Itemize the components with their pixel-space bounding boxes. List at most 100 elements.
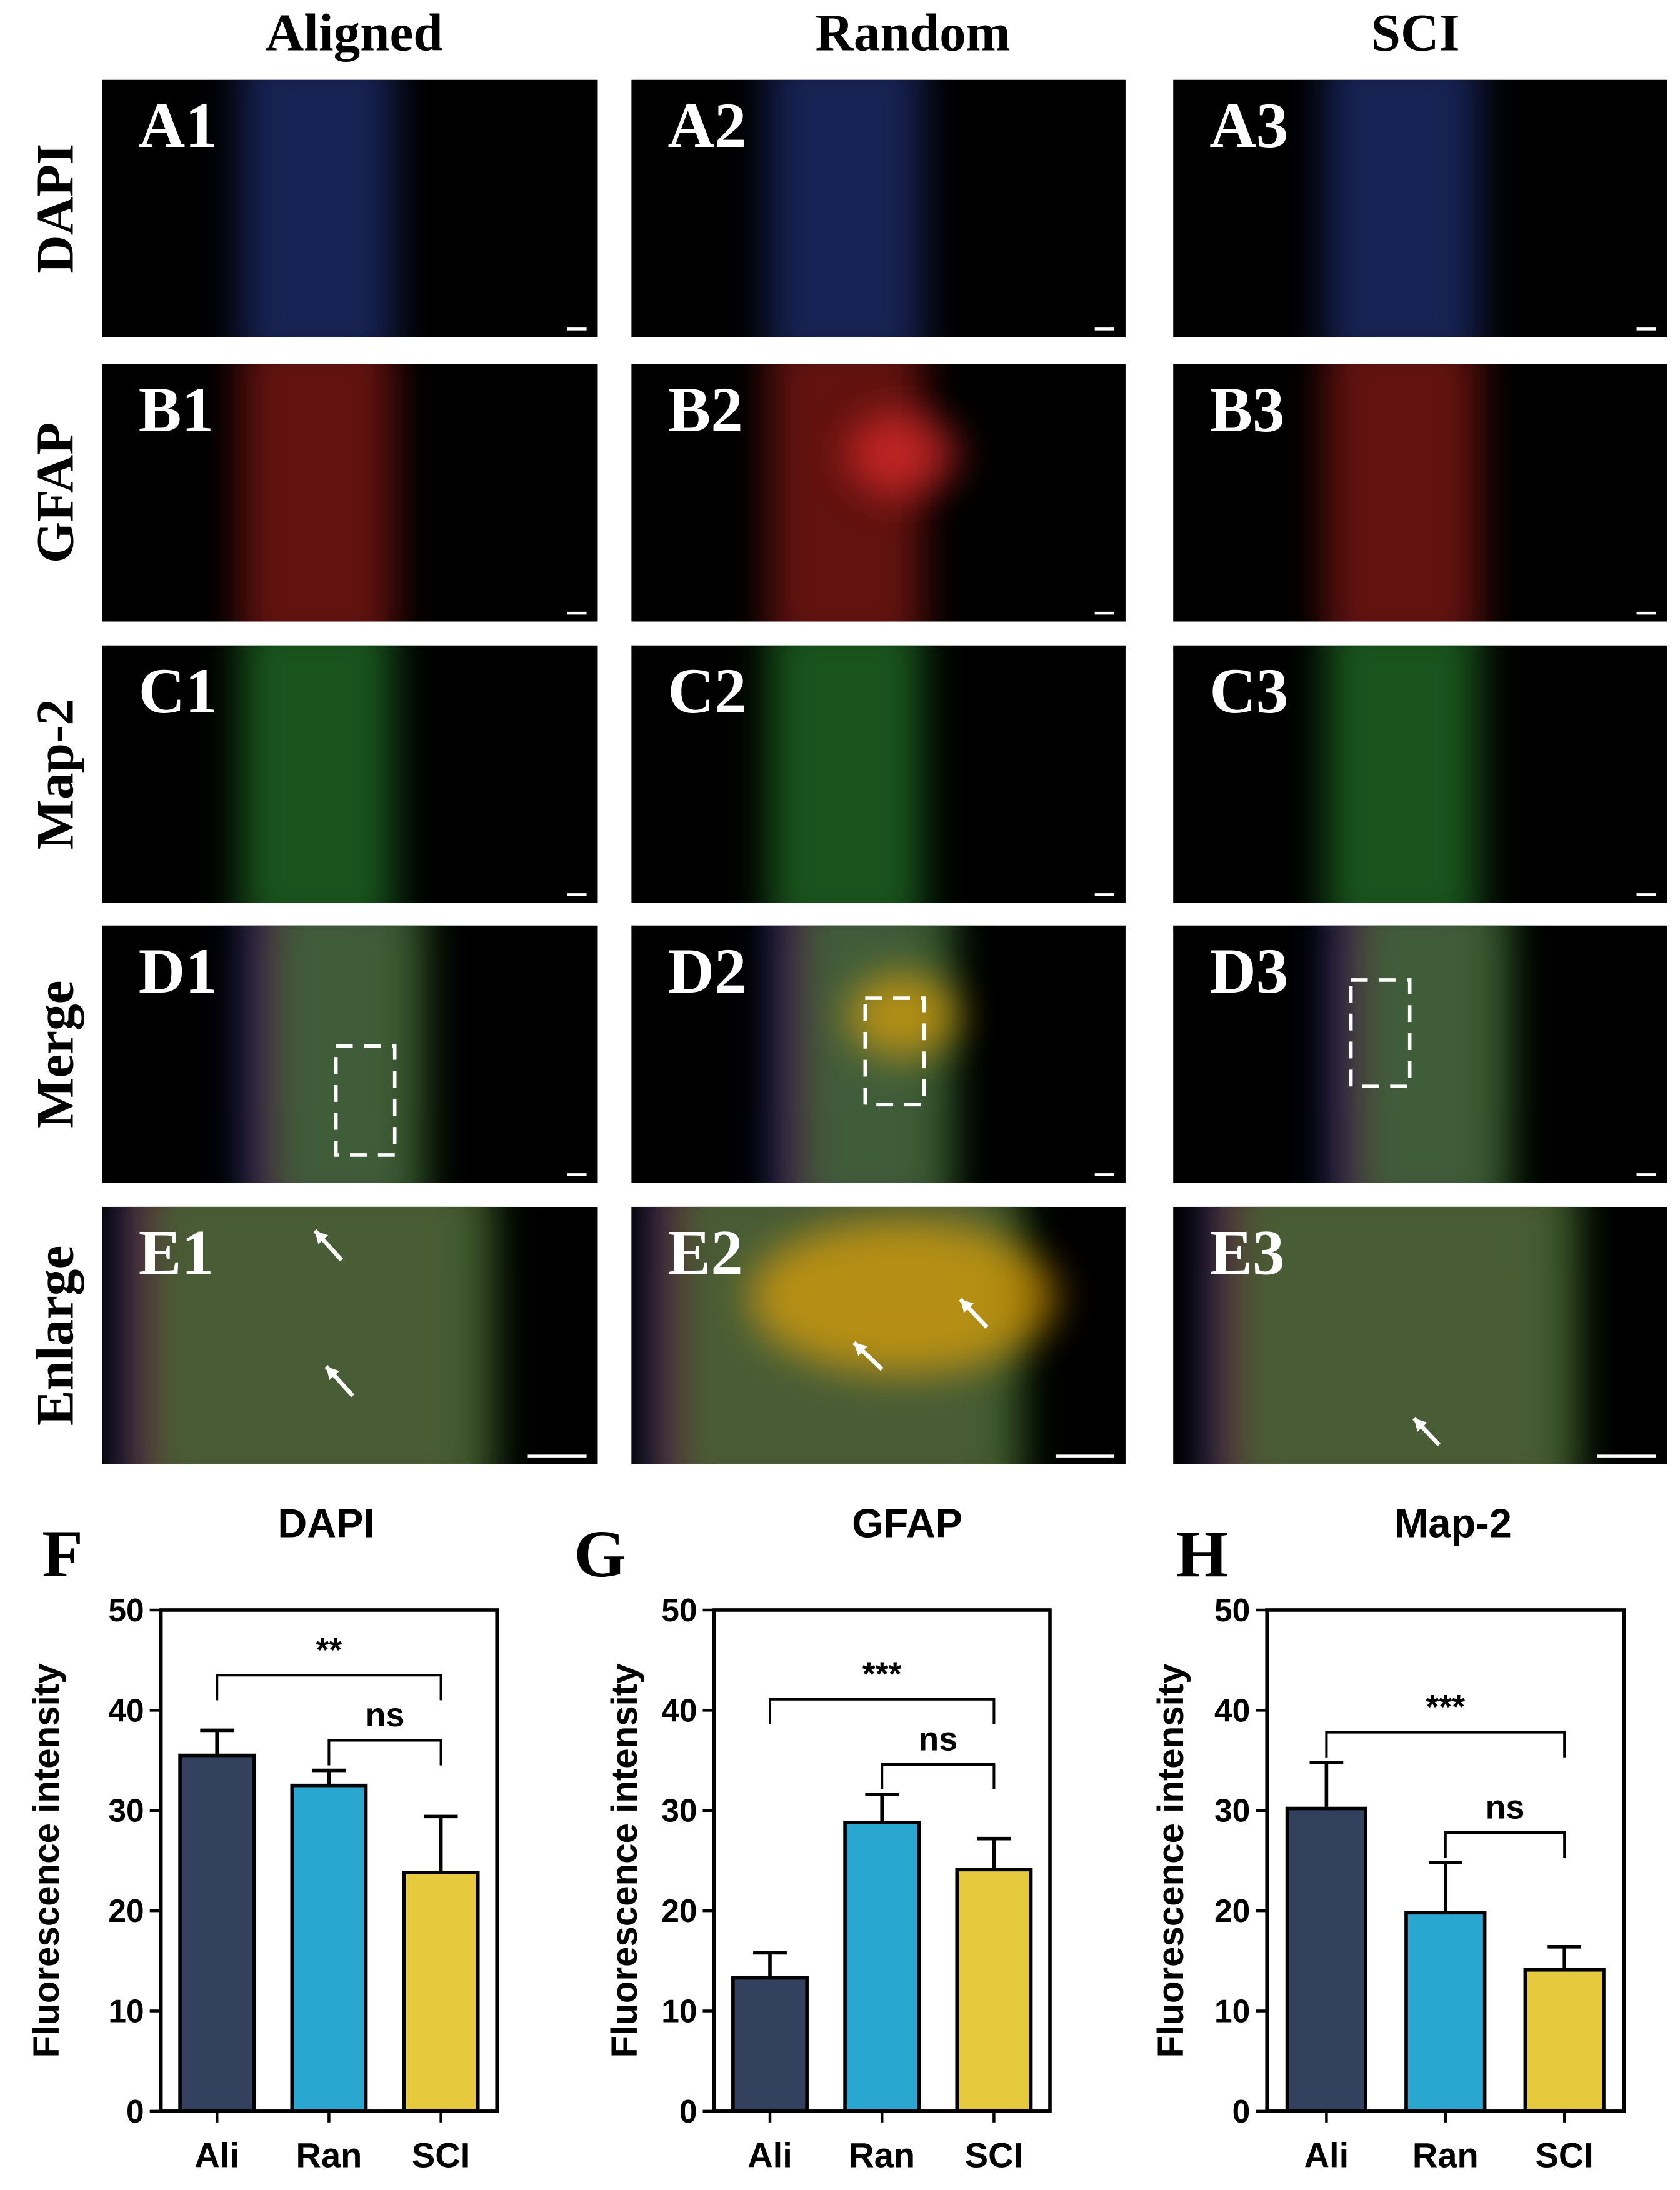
micrograph [102,364,598,622]
arrow-head [1414,1418,1428,1432]
chart-title: DAPI [278,1500,374,1546]
micrograph [1173,645,1668,903]
x-tick-label: Ali [1304,2135,1349,2174]
panel-label: C1 [139,656,218,727]
error-bar [1309,1760,1344,1809]
x-tick-label: Ran [849,2135,915,2174]
tissue [240,364,394,622]
panel-letter: F [42,1517,83,1591]
significance-bracket [881,1762,996,1790]
error-bar [1428,1861,1462,1913]
panel-label: A3 [1209,90,1288,161]
tissue [802,925,957,1183]
micrograph [102,1206,598,1465]
bar [178,1753,256,2113]
error-bar [200,1728,234,1756]
y-tick-label: 40 [1214,1692,1250,1728]
bar [843,1821,921,2113]
x-tick-label: Ran [296,2135,362,2174]
panel-label: C2 [668,656,746,727]
y-axis-label: Fluorescence intensity [26,1663,67,2058]
y-tick-label: 10 [108,1992,144,2029]
row-label: DAPI [26,144,84,274]
micrograph [631,925,1126,1183]
panel-label: E3 [1209,1217,1284,1288]
x-tick-label: Ran [1412,2135,1479,2174]
panel-label: D1 [139,936,218,1007]
micrograph [631,364,1126,622]
column-header: Random [815,4,1010,62]
significance-bracket [216,1674,442,1701]
bar [955,1868,1033,2113]
tissue [1325,364,1480,622]
micrograph [631,79,1126,338]
tissue [1359,925,1514,1183]
arrow-head [326,1366,340,1381]
y-tick-label: 20 [108,1892,144,1929]
bar [1404,1911,1487,2113]
panel-label: A1 [139,90,218,161]
significance-label: *** [862,1655,902,1692]
roi-box [863,996,926,1107]
arrow-head [960,1299,974,1313]
x-tick-label: Ali [194,2135,239,2174]
tissue [240,79,394,338]
error-bar [865,1792,899,1822]
arrow-head [315,1230,329,1244]
panel-label: D3 [1209,936,1288,1007]
tissue [1236,1206,1582,1465]
tissue [1325,79,1480,338]
arrow-head [854,1342,868,1356]
y-tick-label: 40 [108,1692,144,1728]
error-bar [424,1814,458,1873]
row-label: Merge [26,981,84,1128]
y-tick-label: 10 [661,1992,697,2029]
x-tick-label: SCI [1536,2135,1594,2174]
row-label: GFAP [26,422,84,563]
chart-title: GFAP [852,1500,962,1546]
y-axis-label: Fluorescence intensity [1151,1663,1191,2058]
x-tick-label: SCI [412,2135,470,2174]
y-tick-label: 20 [661,1892,697,1929]
bar [290,1783,368,2113]
y-axis-label: Fluorescence intensity [604,1663,645,2058]
column-header: Aligned [266,4,443,62]
error-bar [1548,1945,1582,1970]
micrograph [1173,925,1668,1183]
plot-frame [712,1608,1052,2113]
error-bar [753,1951,787,1978]
tissue [240,645,394,903]
micrograph [102,925,598,1183]
y-tick-label: 20 [1214,1892,1250,1929]
y-tick-label: 0 [126,2093,144,2129]
micrograph [631,1206,1126,1465]
panel-label: B2 [668,374,742,446]
panel-label: B1 [139,374,214,446]
bar [1523,1968,1606,2113]
significance-bracket [1325,1731,1566,1758]
micrograph [1173,79,1668,338]
y-tick-label: 0 [679,2093,698,2129]
y-tick-label: 10 [1214,1992,1250,2029]
chart-title: Map-2 [1394,1500,1512,1546]
error-bar [312,1768,346,1786]
y-tick-label: 30 [661,1792,697,1829]
panel-letter: G [574,1517,626,1591]
micrograph [102,79,598,338]
signal [847,973,959,1058]
y-tick-label: 0 [1232,2093,1251,2129]
x-tick-label: Ali [748,2135,792,2174]
bar [1285,1806,1368,2113]
row-label: Map-2 [26,699,84,849]
y-tick-label: 50 [661,1592,697,1628]
tissue [1325,645,1480,903]
tissue [769,79,923,338]
y-tick-label: 50 [1214,1592,1250,1628]
column-header: SCI [1371,4,1460,62]
panel-label: E2 [668,1217,742,1288]
panel-letter: H [1176,1517,1229,1591]
significance-label: ns [1486,1789,1525,1826]
significance-label: ** [316,1631,342,1669]
panel-label: B3 [1209,374,1284,446]
y-tick-label: 40 [661,1692,697,1728]
